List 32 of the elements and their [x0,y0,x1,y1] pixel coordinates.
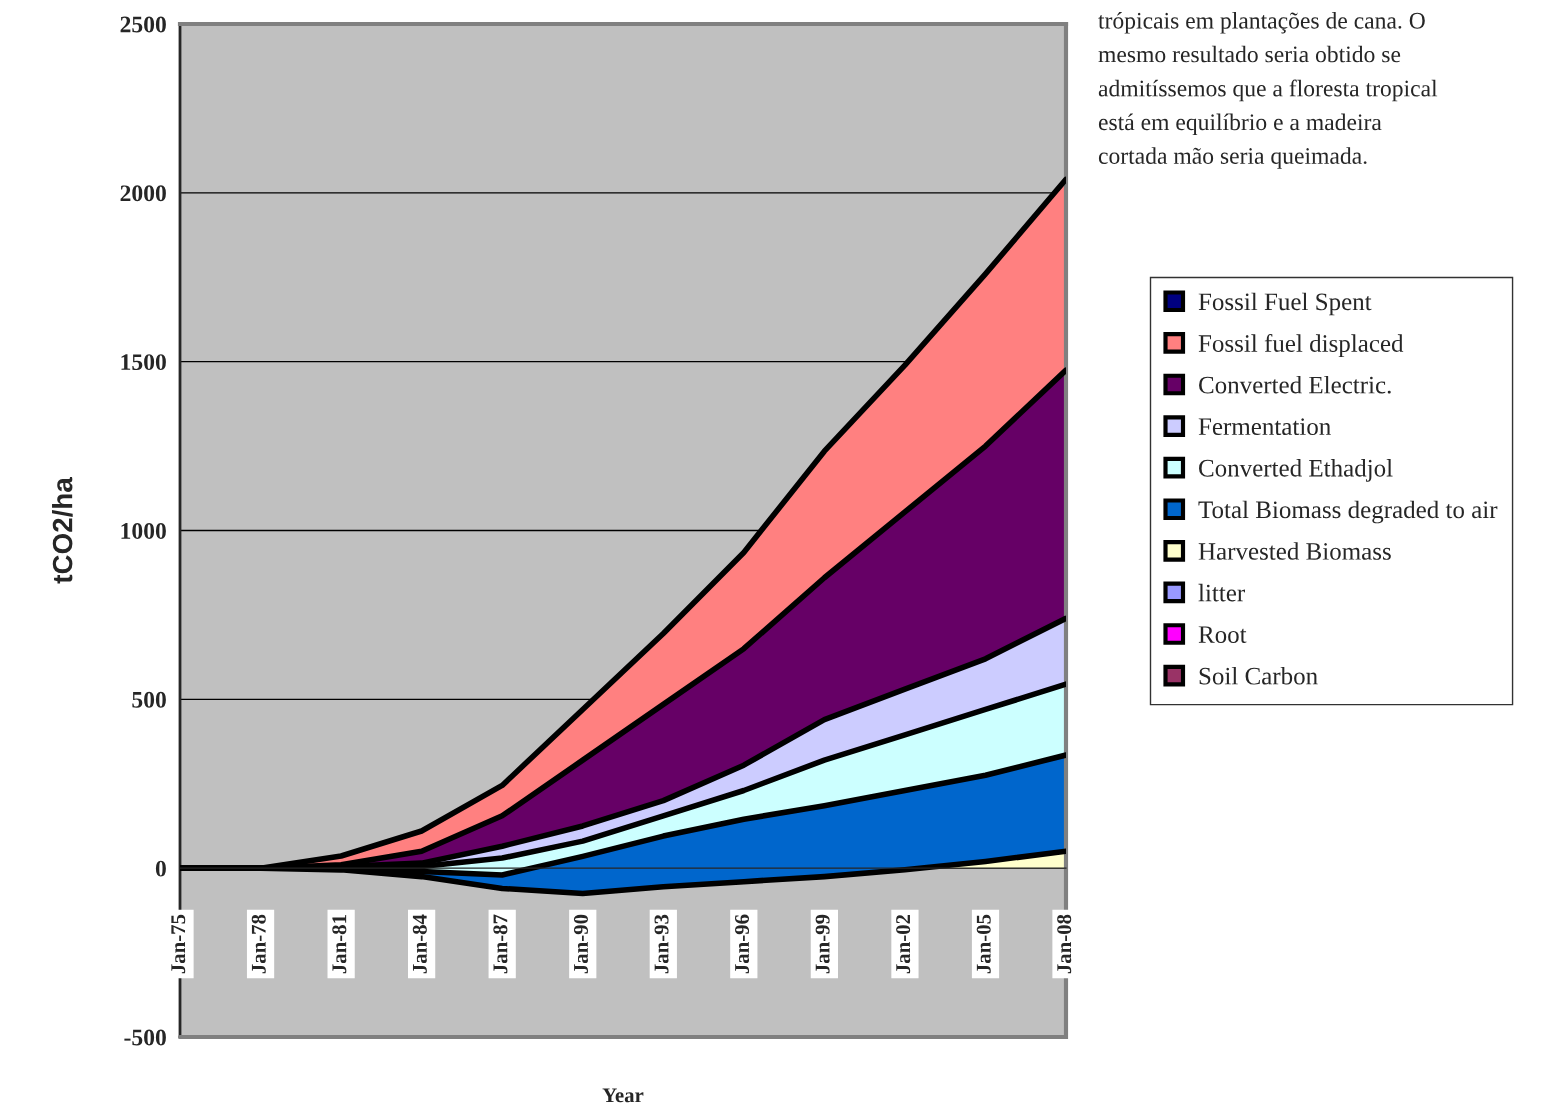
x-tick-label: Jan-81 [332,915,347,974]
x-tick-label: Jan-90 [573,914,588,974]
legend-label: Harvested Biomass [1198,542,1391,560]
legend-label: Fossil fuel displaced [1198,334,1404,357]
x-tick-label: Jan-87 [493,914,508,974]
y-tick-label: -500 [124,1029,166,1046]
y-tick-label: 1500 [121,354,166,371]
x-tick-label: Jan-75 [171,914,186,974]
y-tick-label: 2000 [120,185,166,202]
x-tick-label: Jan-84 [412,914,427,974]
y-tick-label: 2500 [120,16,166,33]
x-tick-label: Jan-08 [1057,914,1072,974]
legend-label: Soil Carbon [1199,666,1318,685]
y-axis-title: tCO2/ha [52,477,73,584]
x-tick-label: Jan-78 [251,914,266,974]
legend-label: Converted Ethadjol [1199,459,1393,482]
legend-label: Fossil Fuel Spent [1198,292,1372,316]
x-tick-label: Jan-05 [976,914,991,974]
text: trópicais em plantações de cana. O mesmo resultado seria obtido se admitíssemos que a floresta tropical está em equilíbrio e a madeira cortada mão seria queimada. [1098,12,1438,169]
legend-label: Fermentation [1198,418,1331,436]
legend-label: litter [1198,583,1245,602]
x-tick-label: Jan-96 [735,914,750,974]
x-tick-label: Jan-99 [815,914,830,974]
legend-label: Converted Electric. [1199,375,1391,394]
y-tick-label: 1000 [121,522,166,539]
y-tick-label: 500 [132,691,166,708]
x-axis-title: Year [602,1088,644,1103]
x-tick-label: Jan-02 [896,914,911,974]
x-tick-label: Jan-93 [654,914,669,974]
legend-label: Root [1198,626,1247,644]
y-tick-label: 0 [155,860,166,877]
legend-label: Total Biomass degraded to air [1198,500,1498,524]
